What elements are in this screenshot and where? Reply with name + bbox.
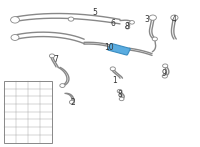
Circle shape: [171, 15, 178, 20]
Circle shape: [69, 100, 75, 104]
Circle shape: [119, 97, 124, 101]
Circle shape: [130, 21, 134, 24]
Text: 3: 3: [145, 15, 149, 24]
Circle shape: [117, 89, 122, 93]
Circle shape: [11, 35, 19, 40]
Text: 8: 8: [125, 22, 129, 31]
Text: 10: 10: [104, 42, 114, 52]
Circle shape: [60, 84, 65, 87]
Circle shape: [11, 17, 19, 23]
Circle shape: [125, 26, 130, 29]
Circle shape: [162, 74, 167, 78]
Circle shape: [149, 15, 156, 20]
Text: 2: 2: [71, 98, 75, 107]
Text: 5: 5: [93, 8, 97, 17]
FancyBboxPatch shape: [108, 44, 130, 55]
Text: 4: 4: [172, 15, 176, 24]
Text: 9: 9: [162, 69, 166, 78]
Circle shape: [152, 37, 157, 41]
Bar: [4, 81, 52, 143]
Circle shape: [110, 67, 115, 71]
Text: 8: 8: [118, 90, 122, 99]
Text: 6: 6: [111, 19, 115, 28]
Text: 7: 7: [54, 55, 58, 64]
Circle shape: [163, 64, 168, 68]
Text: 1: 1: [113, 76, 117, 85]
Circle shape: [68, 17, 74, 21]
Circle shape: [49, 54, 55, 58]
